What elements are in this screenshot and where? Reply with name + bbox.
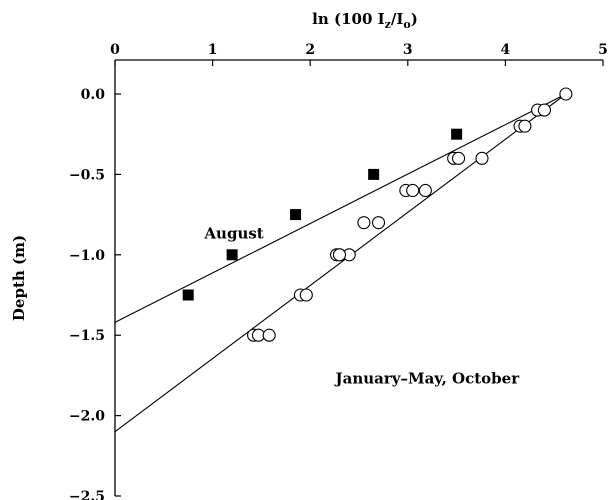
data-point-circle [332,248,347,262]
fit-lines [114,93,567,433]
data-point-circle [418,183,432,198]
data-point-circle [299,288,313,302]
fit-line [114,93,567,323]
x-tick-label: 0 [110,42,120,58]
y-tick-label: −0.5 [69,167,105,183]
annotation-label: January–May, October [334,369,521,387]
y-tick-label: 0.0 [81,87,106,103]
x-axis-title-main: ln (100 I [312,10,384,28]
x-axis-ticks: 0 1 2 3 4 5 [110,42,608,66]
data-point-circle [357,216,371,230]
data-point-circle [518,119,532,133]
x-tick-label: 3 [403,42,413,58]
data-point-square [226,249,238,261]
y-tick-label: −2.0 [69,409,105,425]
data-point-square [451,128,463,140]
x-axis-title: ln (100 Iz/Io) [312,10,418,31]
y-tick-label: −2.5 [69,489,105,500]
data-points [182,87,573,342]
y-tick-label: −1.0 [69,248,105,264]
data-point-circle [559,87,573,101]
plot-frame [114,59,603,496]
x-tick-label: 2 [305,42,315,58]
data-point-circle [475,151,489,165]
y-axis-title: Depth (m) [10,235,28,321]
fit-line [114,93,567,433]
y-tick-label: −1.5 [69,328,105,344]
x-axis-title-sub-z: z [385,18,391,31]
annotation-label: August [203,225,263,243]
x-tick-label: 4 [501,42,511,58]
data-point-square [182,289,194,301]
data-point-circle [537,103,551,117]
x-axis-title-mid: /I [391,10,404,28]
data-point-square [368,168,380,180]
x-tick-label: 1 [208,42,218,58]
data-point-circle [371,216,386,230]
data-point-circle [406,183,420,198]
x-tick-label: 5 [598,42,608,58]
annotations: August January–May, October [203,225,520,388]
y-axis-ticks: 0.0 −0.5 −1.0 −1.5 −2.0 −2.5 [69,87,121,500]
data-point-circle [262,328,276,342]
data-point-circle [452,151,466,165]
x-axis-title-sub-o: o [403,18,410,31]
x-axis-title-end: ) [411,10,418,28]
data-point-square [290,209,302,221]
